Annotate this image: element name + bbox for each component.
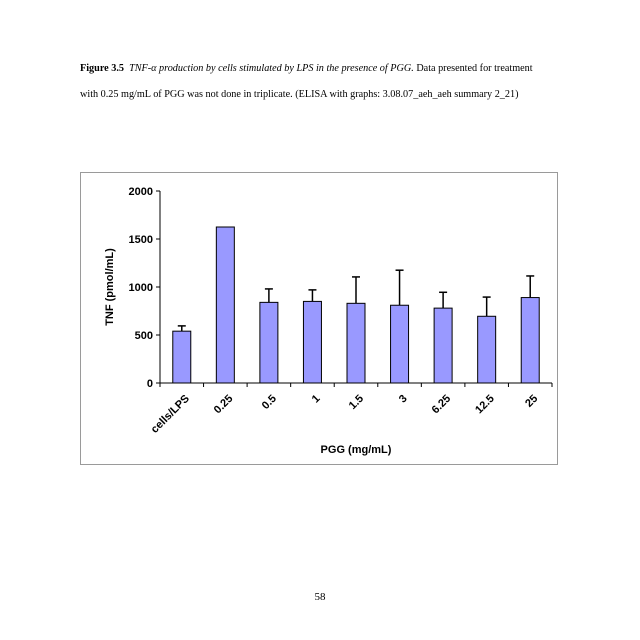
bar xyxy=(433,307,453,384)
y-tick-label: 2000 xyxy=(129,186,153,198)
bar xyxy=(477,315,497,384)
x-tick-label: 0.5 xyxy=(260,393,279,412)
x-tick-label: 1.5 xyxy=(347,393,366,412)
x-tick-label: 1 xyxy=(310,393,323,406)
x-axis-label: PGG (mg/mL) xyxy=(321,444,392,456)
bar xyxy=(259,301,279,384)
x-tick-label: 6.25 xyxy=(430,393,454,417)
y-axis-label: TNF (pmol/mL) xyxy=(104,248,116,326)
page-number: 58 xyxy=(314,591,326,603)
y-tick-label: 0 xyxy=(147,378,153,390)
bar-chart: 0 500 1000 1500 2000 cells/LPS 0.25 0.5 1 1.5 3 6.2… xyxy=(104,186,553,456)
y-tick-label: 1500 xyxy=(129,234,153,246)
x-tick-label: 25 xyxy=(523,393,540,410)
bar xyxy=(215,226,235,384)
bar xyxy=(172,330,192,384)
bar xyxy=(346,302,366,384)
bar xyxy=(302,300,322,384)
x-tick-label: 0.25 xyxy=(212,393,236,417)
figure-caption: Figure 3.5 TNF-α production by cells sti… xyxy=(80,56,550,108)
x-tick-label: 3 xyxy=(397,393,410,406)
bar xyxy=(390,304,410,384)
chart-frame: 0 500 1000 1500 2000 cells/LPS 0.25 0.5 1 1.5 3 6.2… xyxy=(80,172,558,465)
y-tick-label: 1000 xyxy=(129,282,153,294)
figure-title: TNF-α production by cells stimulated by … xyxy=(129,63,414,74)
figure-label: Figure 3.5 xyxy=(80,63,124,74)
x-tick-label: cells/LPS xyxy=(149,393,192,436)
y-tick-label: 500 xyxy=(135,330,153,342)
bar xyxy=(520,297,540,384)
x-tick-label: 12.5 xyxy=(473,393,497,417)
figure-description: Data presented for treatment with 0.25 m… xyxy=(80,63,533,100)
